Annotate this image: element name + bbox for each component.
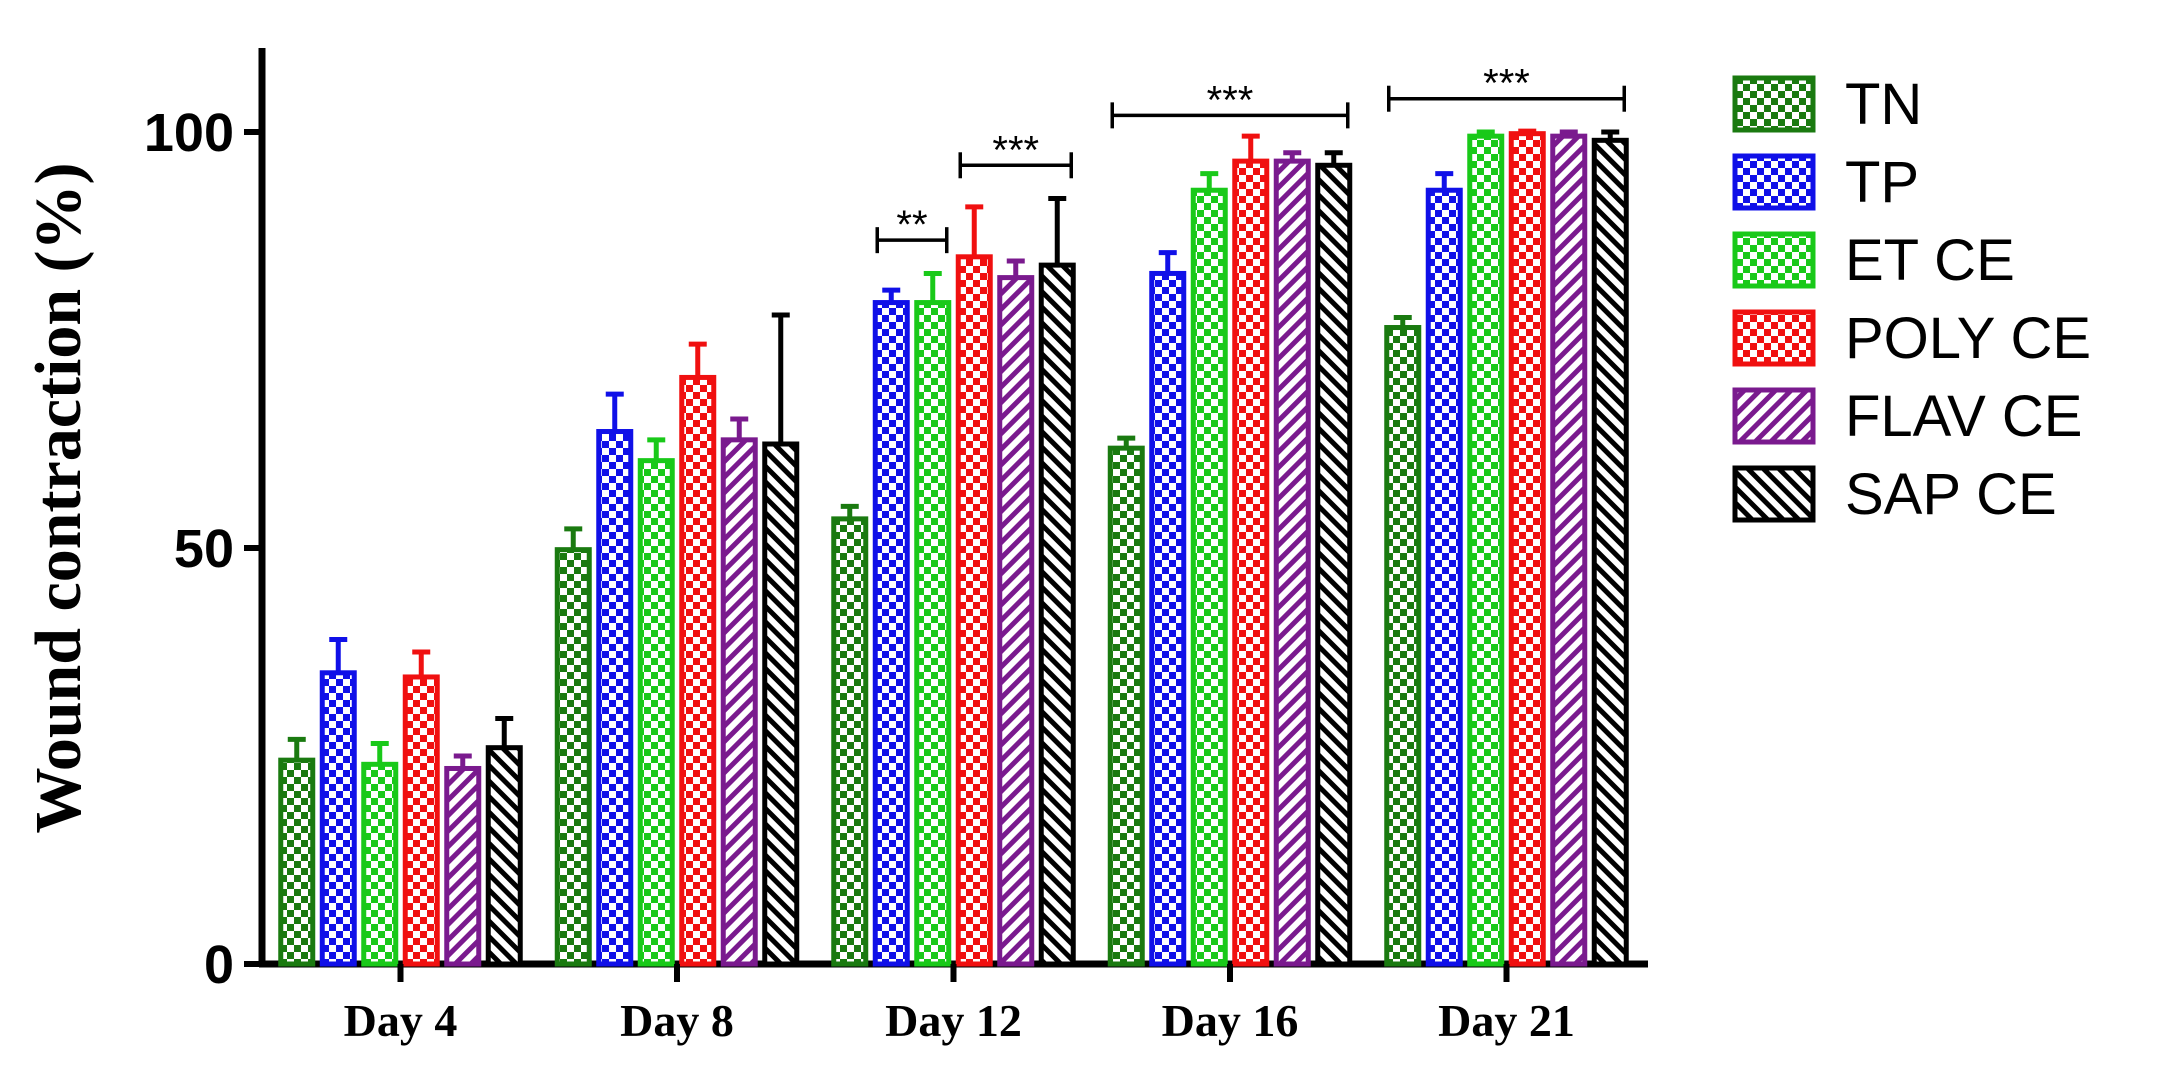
bar-tp-day-12: [872, 300, 910, 967]
significance-bracket-0: **: [875, 203, 949, 254]
y-tick-label-50: 50: [174, 519, 234, 579]
significance-label: ***: [1207, 78, 1254, 122]
bar-sap-ce-day-4: [485, 745, 523, 967]
legend: TN TP ET CE POLY CE FLAV CE SAP CE: [1732, 72, 2091, 527]
legend-label-poly-ce: POLY CE: [1845, 306, 2091, 371]
significance-bracket-1: ***: [958, 128, 1073, 179]
legend-item-tn: TN: [1732, 72, 1922, 137]
x-tick-label-day-4: Day 4: [344, 995, 458, 1046]
legend-swatch-sap-ce: [1732, 465, 1816, 523]
bar-et-ce-day-12: [914, 300, 952, 967]
bar-sap-ce-day-12: [1038, 262, 1076, 967]
bar-poly-ce-day-8: [679, 374, 717, 967]
legend-label-flav-ce: FLAV CE: [1845, 384, 2082, 449]
bar-group-day-12: [831, 196, 1076, 967]
bar-sap-ce-day-16: [1315, 162, 1353, 967]
bar-flav-ce-day-8: [720, 437, 758, 967]
bar-poly-ce-day-16: [1232, 158, 1270, 967]
bar-tp-day-21: [1425, 187, 1463, 967]
x-tick-label-day-12: Day 12: [885, 995, 1022, 1046]
legend-item-sap-ce: SAP CE: [1732, 462, 2057, 527]
bar-et-ce-day-4: [361, 761, 399, 967]
bar-sap-ce-day-8: [762, 441, 800, 967]
significance-bracket-3: ***: [1387, 62, 1626, 112]
legend-label-tn: TN: [1845, 72, 1922, 137]
y-tick-label-0: 0: [204, 935, 234, 995]
bar-tp-day-8: [596, 429, 634, 967]
bar-flav-ce-day-16: [1273, 158, 1311, 967]
legend-swatch-flav-ce: [1732, 387, 1816, 445]
bar-et-ce-day-16: [1190, 187, 1228, 967]
legend-swatch-tn: [1732, 75, 1816, 133]
bar-poly-ce-day-21: [1508, 131, 1546, 967]
bar-et-ce-day-8: [637, 458, 675, 967]
bar-flav-ce-day-21: [1550, 133, 1588, 967]
y-axis-label: Wound contraction (%): [22, 162, 95, 833]
bar-tn-day-21: [1384, 325, 1422, 967]
legend-item-et-ce: ET CE: [1732, 228, 2015, 293]
legend-label-sap-ce: SAP CE: [1845, 462, 2057, 527]
legend-item-tp: TP: [1732, 150, 1919, 215]
bar-flav-ce-day-4: [444, 765, 482, 967]
legend-swatch-tp: [1732, 153, 1816, 211]
bar-group-day-21: [1384, 128, 1629, 967]
x-tick-label-day-8: Day 8: [620, 995, 734, 1046]
bar-sap-ce-day-21: [1591, 137, 1629, 967]
legend-swatch-et-ce: [1732, 231, 1816, 289]
significance-label: ***: [992, 128, 1039, 172]
bar-tn-day-4: [278, 757, 316, 967]
plot-area: 0 50 100 Wound contraction (%) Day 4 Day 8 Day…: [22, 48, 1648, 1046]
bar-tn-day-16: [1107, 445, 1145, 967]
bar-tp-day-16: [1149, 270, 1187, 967]
legend-label-tp: TP: [1845, 150, 1919, 215]
significance-label: ***: [1483, 62, 1530, 106]
bar-et-ce-day-21: [1467, 133, 1505, 967]
bar-tn-day-12: [831, 516, 869, 967]
legend-item-poly-ce: POLY CE: [1732, 306, 2091, 371]
bar-flav-ce-day-12: [997, 275, 1035, 967]
bar-poly-ce-day-4: [402, 674, 440, 967]
bar-tp-day-4: [319, 670, 357, 967]
legend-label-et-ce: ET CE: [1845, 228, 2015, 293]
x-tick-label-day-21: Day 21: [1438, 995, 1575, 1046]
significance-label: **: [896, 203, 927, 247]
bar-poly-ce-day-12: [955, 254, 993, 967]
bar-group-day-4: [278, 637, 523, 967]
y-tick-label-100: 100: [144, 103, 234, 163]
bar-group-day-8: [554, 312, 800, 967]
legend-swatch-poly-ce: [1732, 309, 1816, 367]
legend-item-flav-ce: FLAV CE: [1732, 384, 2082, 449]
significance-bracket-2: ***: [1110, 78, 1350, 129]
x-tick-label-day-16: Day 16: [1162, 995, 1299, 1046]
bar-tn-day-8: [554, 547, 592, 967]
bar-group-day-16: [1107, 133, 1353, 967]
